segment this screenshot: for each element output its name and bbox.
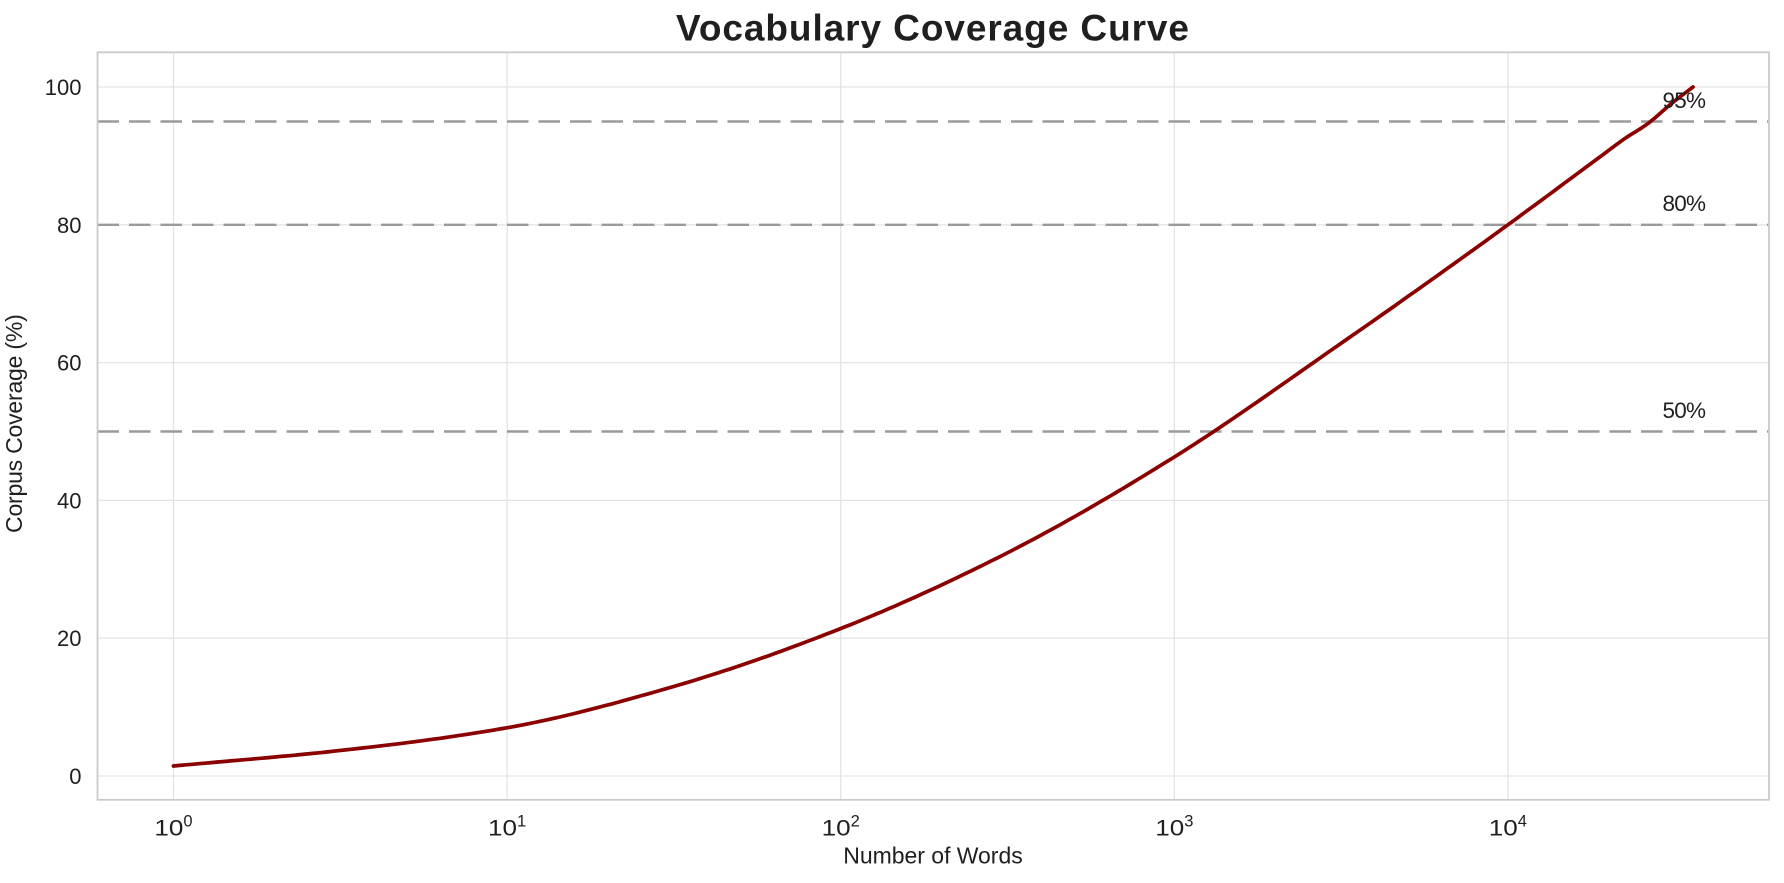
svg-text:Corpus Coverage (%): Corpus Coverage (%) — [1, 314, 27, 533]
svg-text:40: 40 — [57, 488, 81, 513]
svg-text:100: 100 — [154, 813, 192, 841]
svg-text:80%: 80% — [1663, 191, 1707, 216]
svg-text:100: 100 — [45, 75, 82, 100]
svg-text:0: 0 — [69, 764, 81, 789]
svg-text:Number of Words: Number of Words — [843, 843, 1022, 869]
svg-text:95%: 95% — [1663, 88, 1707, 113]
svg-text:Vocabulary Coverage Curve: Vocabulary Coverage Curve — [676, 7, 1189, 48]
svg-text:80: 80 — [57, 213, 81, 238]
svg-text:103: 103 — [1155, 813, 1193, 841]
svg-text:20: 20 — [57, 626, 81, 651]
svg-text:50%: 50% — [1663, 398, 1707, 423]
svg-text:101: 101 — [488, 813, 526, 841]
svg-text:102: 102 — [822, 813, 860, 841]
svg-text:60: 60 — [57, 351, 81, 376]
svg-text:104: 104 — [1489, 813, 1527, 841]
